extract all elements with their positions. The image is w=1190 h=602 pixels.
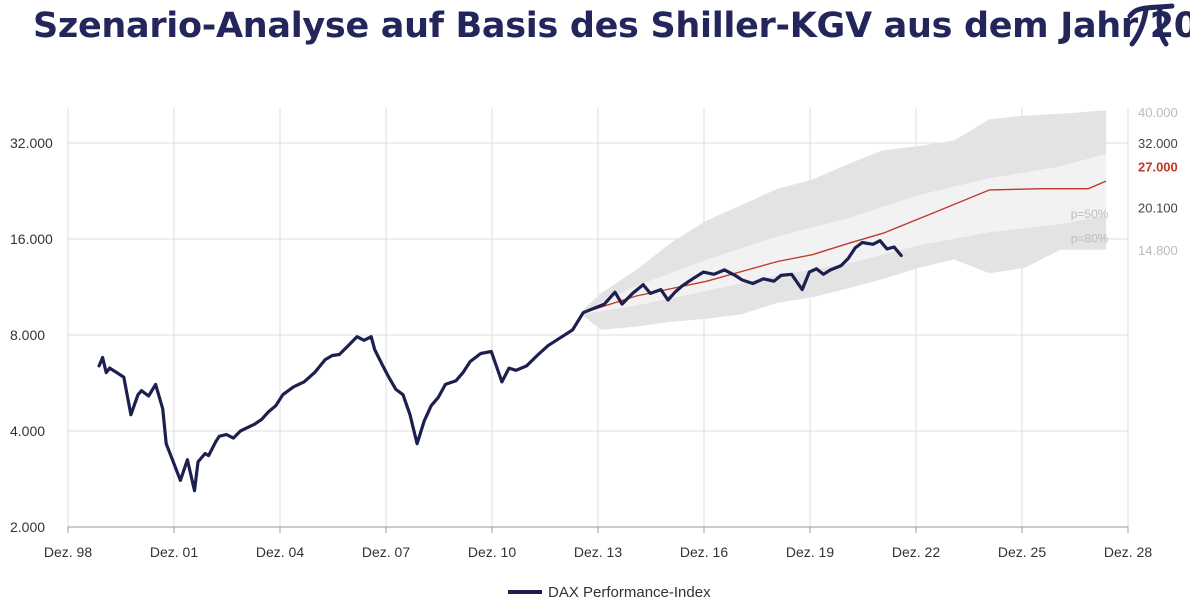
series-line-dax (97, 239, 903, 493)
band-label: p=80% (1071, 232, 1109, 246)
right-value-label: 27.000 (1138, 160, 1178, 175)
x-tick-label: Dez. 98 (44, 544, 92, 560)
x-tick-label: Dez. 13 (574, 544, 622, 560)
x-tick-label: Dez. 19 (786, 544, 834, 560)
x-tick-label: Dez. 25 (998, 544, 1046, 560)
x-tick-label: Dez. 07 (362, 544, 410, 560)
band-label: p=50% (1071, 207, 1109, 221)
y-tick-label: 32.000 (10, 135, 53, 151)
x-tick-label: Dez. 28 (1104, 544, 1152, 560)
pi-icon (1127, 3, 1175, 47)
chart-title: Szenario-Analyse auf Basis des Shiller-K… (33, 6, 1190, 46)
x-tick-label: Dez. 01 (150, 544, 198, 560)
legend: DAX Performance-Index (508, 582, 711, 602)
x-tick-label: Dez. 10 (468, 544, 516, 560)
x-tick-label: Dez. 04 (256, 544, 304, 560)
legend-label: DAX Performance-Index (548, 583, 711, 601)
right-value-label: 20.100 (1138, 200, 1178, 215)
axes: Dez. 98 Dez. 01 Dez. 04 Dez. 07 Dez. 10 Dez. … (10, 135, 1152, 560)
y-tick-label: 8.000 (10, 327, 45, 343)
right-value-label: 32.000 (1138, 136, 1178, 151)
y-tick-label: 16.000 (10, 231, 53, 247)
x-tick-label: Dez. 22 (892, 544, 940, 560)
legend-swatch (508, 590, 542, 594)
value-labels: p=50% p=80% 40.000 32.000 27.000 20.100 14.800 (1071, 105, 1178, 258)
y-tick-label: 2.000 (10, 519, 45, 535)
right-value-label: 14.800 (1138, 243, 1178, 258)
series-layer (97, 180, 1107, 493)
median-line (582, 180, 1107, 314)
x-tick-label: Dez. 16 (680, 544, 728, 560)
y-tick-label: 4.000 (10, 423, 45, 439)
right-value-label: 40.000 (1138, 105, 1178, 120)
